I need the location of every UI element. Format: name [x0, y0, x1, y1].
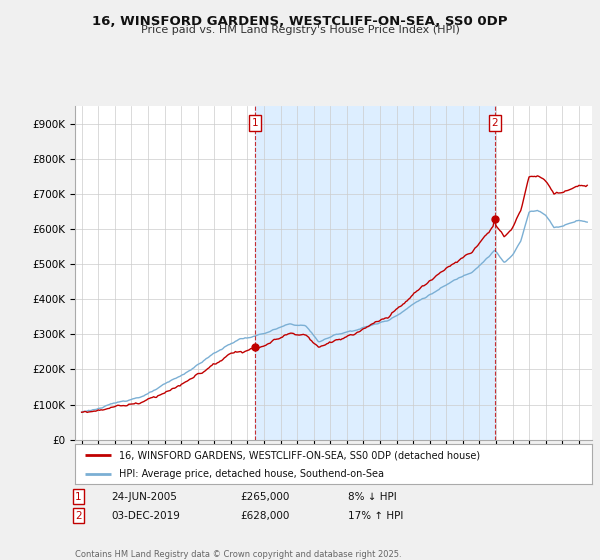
Text: £628,000: £628,000: [240, 511, 289, 521]
Text: 2: 2: [491, 118, 498, 128]
Text: Contains HM Land Registry data © Crown copyright and database right 2025.
This d: Contains HM Land Registry data © Crown c…: [75, 550, 401, 560]
Text: 8% ↓ HPI: 8% ↓ HPI: [348, 492, 397, 502]
Text: 1: 1: [75, 492, 82, 502]
Text: Price paid vs. HM Land Registry's House Price Index (HPI): Price paid vs. HM Land Registry's House …: [140, 25, 460, 35]
Text: 16, WINSFORD GARDENS, WESTCLIFF-ON-SEA, SS0 0DP (detached house): 16, WINSFORD GARDENS, WESTCLIFF-ON-SEA, …: [119, 450, 480, 460]
Text: 2: 2: [75, 511, 82, 521]
Text: 03-DEC-2019: 03-DEC-2019: [111, 511, 180, 521]
Text: HPI: Average price, detached house, Southend-on-Sea: HPI: Average price, detached house, Sout…: [119, 469, 384, 479]
Text: £265,000: £265,000: [240, 492, 289, 502]
Text: 17% ↑ HPI: 17% ↑ HPI: [348, 511, 403, 521]
Text: 24-JUN-2005: 24-JUN-2005: [111, 492, 177, 502]
Text: 16, WINSFORD GARDENS, WESTCLIFF-ON-SEA, SS0 0DP: 16, WINSFORD GARDENS, WESTCLIFF-ON-SEA, …: [92, 15, 508, 27]
Text: 1: 1: [252, 118, 259, 128]
Bar: [255, 106, 495, 440]
